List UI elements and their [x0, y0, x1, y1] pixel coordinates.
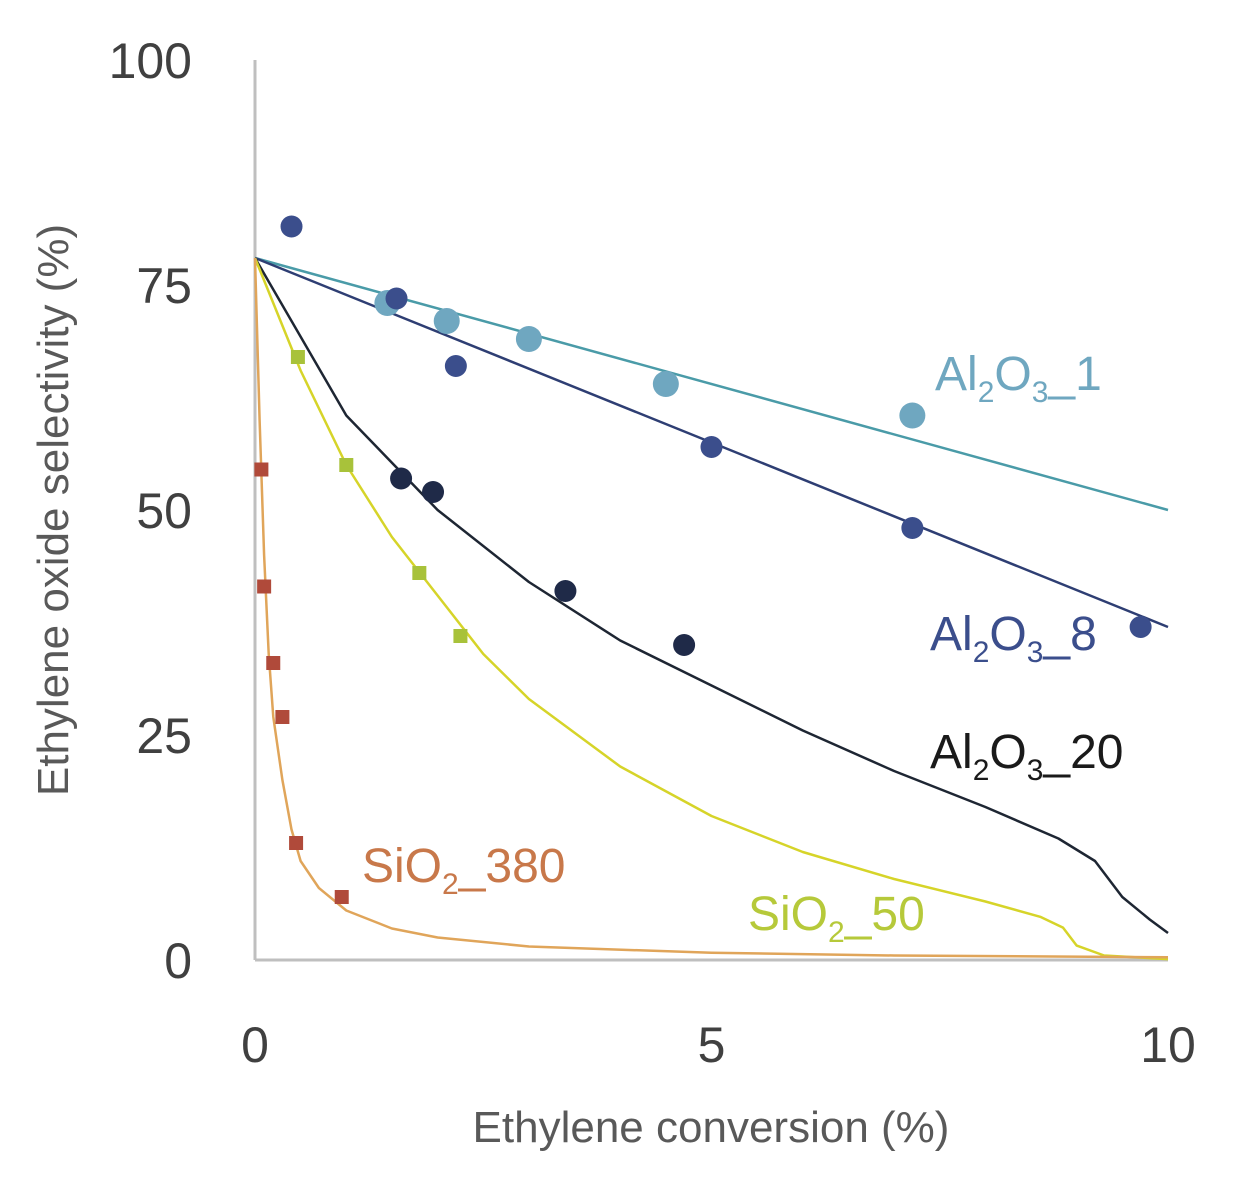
series-label-SiO2_380: SiO2_380 — [362, 840, 565, 901]
fit-line-Al2O3_20 — [253, 257, 1169, 935]
data-point-Al2O3_8 — [444, 355, 467, 377]
data-point-SiO2_380 — [289, 836, 304, 850]
data-point-Al2O3_20 — [390, 467, 413, 490]
data-point-Al2O3_8 — [385, 287, 408, 310]
data-point-Al2O3_20 — [673, 634, 696, 656]
data-point-Al2O3_1 — [515, 326, 542, 352]
fit-line-SiO2_50 — [253, 257, 1169, 961]
data-point-SiO2_380 — [275, 710, 290, 724]
data-point-Al2O3_1 — [899, 402, 926, 429]
data-point-SiO2_50 — [453, 629, 468, 643]
data-point-SiO2_50 — [412, 566, 427, 580]
data-points — [254, 215, 1152, 904]
data-point-SiO2_380 — [254, 462, 269, 477]
x-tick-labels: 0 5 10 — [241, 1017, 1196, 1073]
data-point-Al2O3_20 — [422, 481, 445, 503]
series-label-Al2O3_20: Al2O3_20 — [930, 726, 1124, 787]
x-tick-label: 5 — [698, 1017, 726, 1073]
axes — [253, 60, 1168, 962]
x-tick-label: 10 — [1140, 1017, 1196, 1073]
y-tick-label: 0 — [164, 933, 192, 989]
fit-line-SiO2_380 — [253, 257, 1169, 959]
data-point-Al2O3_8 — [700, 436, 723, 458]
data-point-Al2O3_8 — [1129, 616, 1152, 638]
series-label-SiO2_50: SiO2_50 — [748, 888, 925, 949]
data-point-SiO2_50 — [290, 350, 305, 364]
y-axis-title: Ethylene oxide selectivity (%) — [29, 224, 78, 796]
series-label-Al2O3_1: Al2O3_1 — [935, 348, 1102, 409]
data-point-SiO2_380 — [257, 579, 272, 594]
data-point-SiO2_380 — [334, 890, 349, 904]
data-point-Al2O3_1 — [652, 371, 679, 397]
series-label-Al2O3_8: Al2O3_8 — [930, 608, 1097, 669]
y-tick-label: 75 — [136, 258, 192, 314]
y-tick-label: 100 — [109, 33, 192, 89]
x-tick-label: 0 — [241, 1017, 269, 1073]
data-point-Al2O3_8 — [901, 517, 924, 539]
data-point-SiO2_380 — [266, 656, 281, 670]
series-labels: Al2O3_1 Al2O3_8 Al2O3_20 SiO2_50 SiO2_380 — [362, 348, 1124, 949]
data-point-Al2O3_1 — [433, 308, 460, 334]
x-axis-title: Ethylene conversion (%) — [473, 1103, 950, 1152]
y-tick-label: 50 — [136, 483, 192, 539]
data-point-Al2O3_20 — [554, 580, 577, 602]
data-point-Al2O3_8 — [280, 215, 303, 238]
y-tick-labels: 0 25 50 75 100 — [109, 33, 192, 989]
data-point-SiO2_50 — [339, 458, 354, 472]
y-tick-label: 25 — [136, 708, 192, 764]
